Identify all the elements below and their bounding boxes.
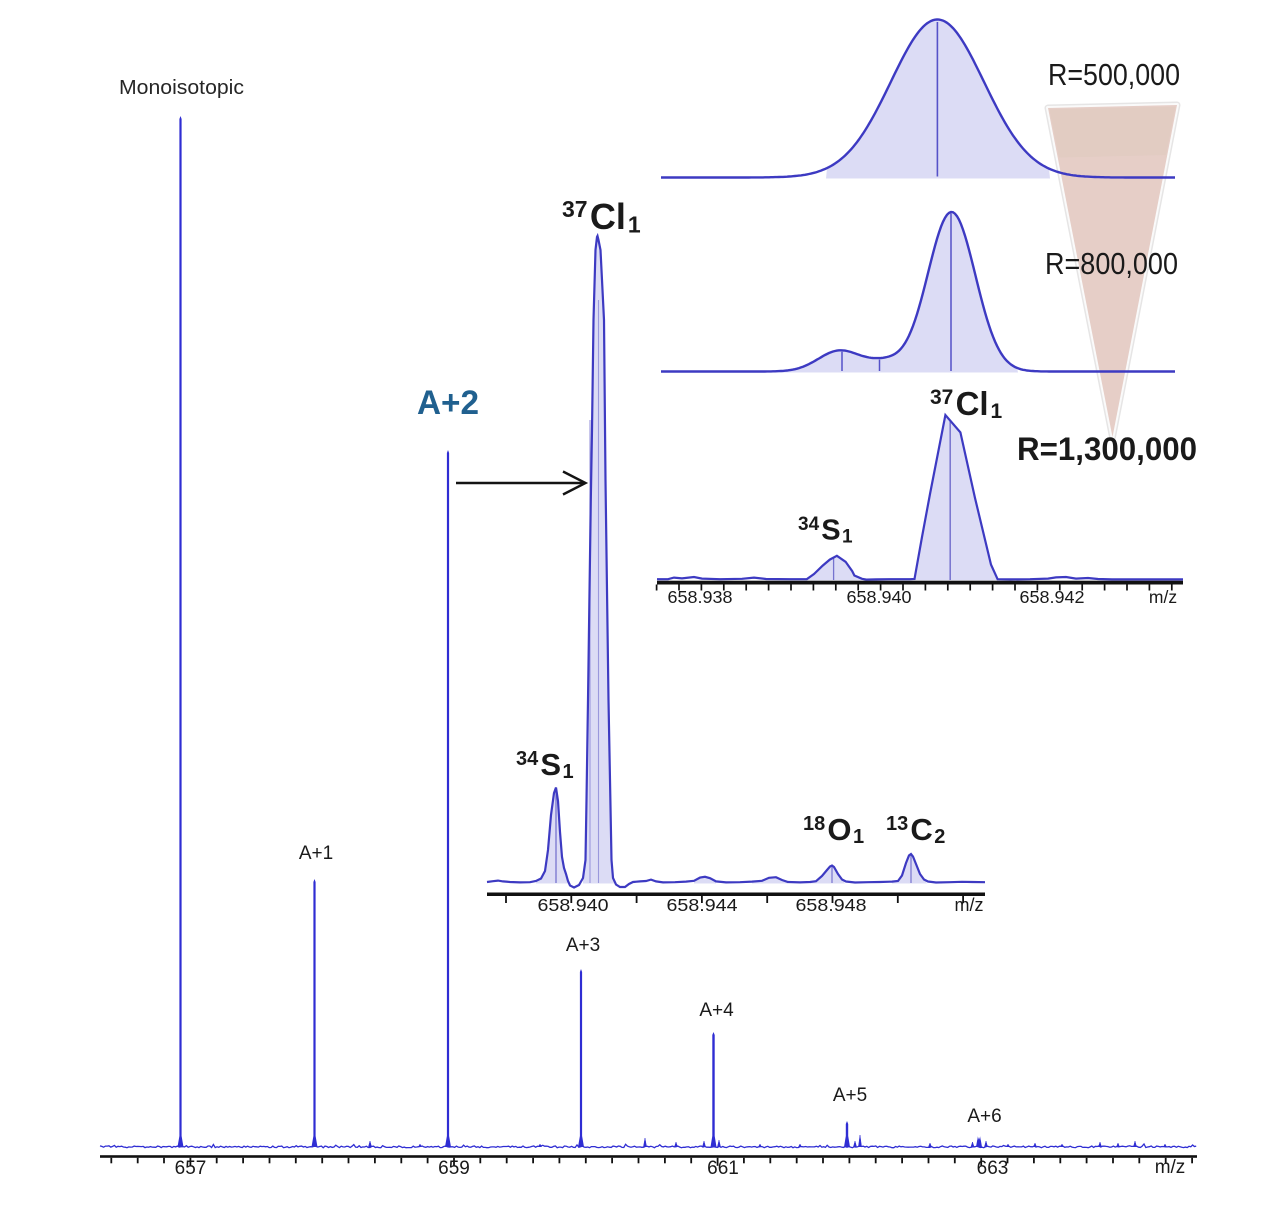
svg-text:1: 1 <box>563 761 574 783</box>
svg-text:1: 1 <box>842 526 853 547</box>
svg-text:13: 13 <box>886 813 908 835</box>
svg-text:34: 34 <box>798 514 820 535</box>
svg-text:657: 657 <box>175 1158 207 1179</box>
svg-text:m/z: m/z <box>1149 587 1177 607</box>
svg-text:Cl: Cl <box>956 385 989 422</box>
svg-text:658.942: 658.942 <box>1020 587 1085 607</box>
svg-text:R=800,000: R=800,000 <box>1045 246 1178 281</box>
svg-text:659: 659 <box>438 1158 470 1179</box>
svg-text:661: 661 <box>707 1158 739 1179</box>
svg-text:658.948: 658.948 <box>796 895 867 915</box>
svg-text:O: O <box>827 812 851 847</box>
svg-text:18: 18 <box>803 813 825 835</box>
svg-text:A+6: A+6 <box>967 1106 1001 1127</box>
svg-text:658.944: 658.944 <box>667 895 738 915</box>
svg-text:2: 2 <box>934 826 945 848</box>
svg-text:658.940: 658.940 <box>538 895 609 915</box>
svg-text:A+2: A+2 <box>417 384 479 422</box>
svg-text:A+4: A+4 <box>699 1000 734 1021</box>
svg-text:37: 37 <box>930 386 953 409</box>
svg-text:A+5: A+5 <box>833 1085 867 1106</box>
svg-text:m/z: m/z <box>1155 1157 1186 1178</box>
svg-text:C: C <box>910 812 932 847</box>
svg-text:S: S <box>540 747 561 782</box>
svg-text:m/z: m/z <box>955 895 984 915</box>
svg-text:A+1: A+1 <box>299 843 333 864</box>
svg-text:1: 1 <box>991 400 1003 423</box>
svg-text:R=1,300,000: R=1,300,000 <box>1017 431 1197 467</box>
svg-text:A+3: A+3 <box>566 935 600 956</box>
svg-text:658.940: 658.940 <box>847 587 912 607</box>
svg-text:37: 37 <box>562 196 588 222</box>
svg-text:658.938: 658.938 <box>668 587 733 607</box>
svg-text:S: S <box>821 515 840 547</box>
svg-text:34: 34 <box>516 748 539 770</box>
svg-text:Cl: Cl <box>590 196 626 237</box>
svg-text:1: 1 <box>628 211 641 237</box>
svg-text:Monoisotopic: Monoisotopic <box>119 77 244 99</box>
svg-text:663: 663 <box>977 1158 1009 1179</box>
svg-text:1: 1 <box>853 826 864 848</box>
svg-text:R=500,000: R=500,000 <box>1048 57 1180 92</box>
